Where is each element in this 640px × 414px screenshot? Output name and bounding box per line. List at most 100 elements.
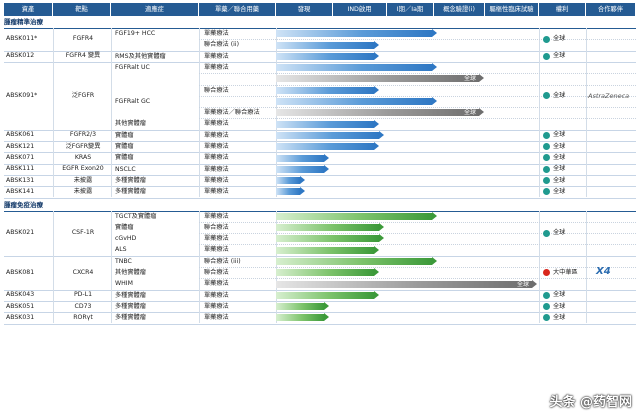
column-header-3: 單藥／聯合用藥: [199, 3, 276, 16]
progress-bar: [276, 302, 329, 311]
bar-arrow-tip: [374, 268, 379, 277]
bar-arrow-tip: [374, 119, 379, 128]
column-separator: [586, 61, 587, 130]
indication: 實體瘤: [115, 131, 134, 139]
column-header-10: 合作夥伴: [586, 3, 636, 16]
therapy-type: 單藥療法: [204, 120, 229, 128]
asset-name: ABSK121: [6, 142, 35, 150]
bar-arrow-tip: [432, 97, 437, 105]
therapy-type: 單藥療法: [204, 235, 229, 243]
subrow-divider: [199, 39, 636, 41]
progress-bar: [276, 268, 379, 277]
column-separator: [53, 50, 54, 62]
column-separator: [586, 129, 587, 141]
rights-region: 全球: [553, 131, 566, 139]
progress-bar: 全球: [276, 74, 484, 83]
rights-region: 全球: [553, 302, 566, 310]
row-divider: [4, 312, 636, 314]
bar-label: 全球: [463, 75, 476, 83]
column-separator: [53, 186, 54, 198]
asset-name: ABSK011*: [6, 35, 38, 43]
target-name: 未披露: [73, 176, 93, 184]
column-separator: [586, 186, 587, 198]
rights-region: 全球: [553, 52, 566, 60]
target-name: 泛FGFR變異: [65, 142, 101, 150]
section-divider: [4, 210, 636, 212]
column-separator: [111, 174, 112, 187]
indication: TGCT及實體瘤: [115, 212, 157, 220]
indication: cGvHD: [115, 235, 137, 243]
rights-status-dot: [543, 177, 550, 185]
column-separator: [111, 255, 112, 290]
column-separator: [539, 163, 540, 175]
target-name: 未披露: [73, 187, 93, 195]
row-divider: [4, 152, 636, 154]
progress-bar: [276, 211, 437, 220]
asset-name: ABSK141: [6, 187, 35, 195]
bar-arrow-tip: [379, 234, 384, 243]
rights-status-dot: [543, 92, 550, 100]
rights-status-dot: [543, 229, 550, 237]
rights-status-dot: [543, 291, 550, 299]
progress-bar: 全球: [276, 279, 537, 288]
column-separator: [111, 141, 112, 153]
column-separator: [199, 163, 200, 175]
column-separator: [199, 141, 200, 153]
bar-arrow-tip: [532, 279, 537, 288]
rights-region: 全球: [553, 91, 566, 99]
bar-arrow-tip: [432, 29, 437, 38]
column-separator: [586, 255, 587, 290]
bar-arrow-tip: [300, 176, 305, 185]
column-separator: [111, 61, 112, 130]
section-divider: [4, 28, 636, 29]
progress-bar: [276, 40, 379, 49]
column-separator: [539, 50, 540, 62]
target-name: FGFR4: [72, 35, 94, 43]
asset-name: ABSK061: [6, 131, 35, 139]
row-divider: [4, 50, 636, 52]
column-separator: [53, 174, 54, 187]
progress-bar: [276, 29, 437, 38]
section-title: 腫瘤精準治療: [4, 18, 43, 26]
rights-status-dot: [543, 131, 550, 139]
asset-name: ABSK111: [6, 165, 35, 173]
column-separator: [111, 50, 112, 62]
column-separator: [539, 61, 540, 130]
column-separator: [199, 186, 200, 198]
subrow-divider: [199, 267, 636, 268]
therapy-type: 單藥療法: [204, 302, 229, 310]
progress-bar: [276, 234, 384, 243]
bar-arrow-tip: [324, 302, 329, 311]
therapy-type: 單藥療法: [204, 154, 229, 162]
progress-bar: 全球: [276, 108, 484, 117]
bar-arrow-tip: [324, 313, 329, 322]
subrow-divider: [199, 221, 636, 223]
indication: ALS: [115, 246, 127, 254]
indication: 實體瘤: [115, 143, 134, 150]
column-separator: [53, 163, 54, 175]
column-separator: [111, 210, 112, 256]
rights-region: 全球: [553, 229, 566, 237]
progress-bar: [276, 130, 384, 139]
column-header-7: 概念驗證(i): [434, 3, 485, 16]
target-name: CXCR4: [72, 268, 94, 276]
column-separator: [53, 255, 54, 290]
target-name: FGFR4 變異: [65, 52, 101, 60]
rights-status-dot: [543, 52, 550, 60]
bar-arrow-tip: [479, 108, 484, 117]
column-separator: [111, 129, 112, 141]
asset-name: ABSK131: [6, 176, 35, 184]
progress-bar: [276, 187, 305, 196]
partner-logo-astrazeneca: AstraZeneca: [588, 91, 630, 100]
target-name: CD73: [74, 302, 92, 310]
indication: 多種實體瘤: [115, 188, 146, 196]
column-header-9: 權利: [539, 3, 586, 16]
column-separator: [586, 141, 587, 153]
asset-name: ABSK012: [6, 52, 35, 60]
row-divider: [4, 129, 636, 131]
column-separator: [53, 61, 54, 130]
bar-arrow-tip: [300, 187, 305, 196]
progress-bar: [276, 85, 379, 94]
column-separator: [539, 289, 540, 301]
column-separator: [53, 289, 54, 301]
